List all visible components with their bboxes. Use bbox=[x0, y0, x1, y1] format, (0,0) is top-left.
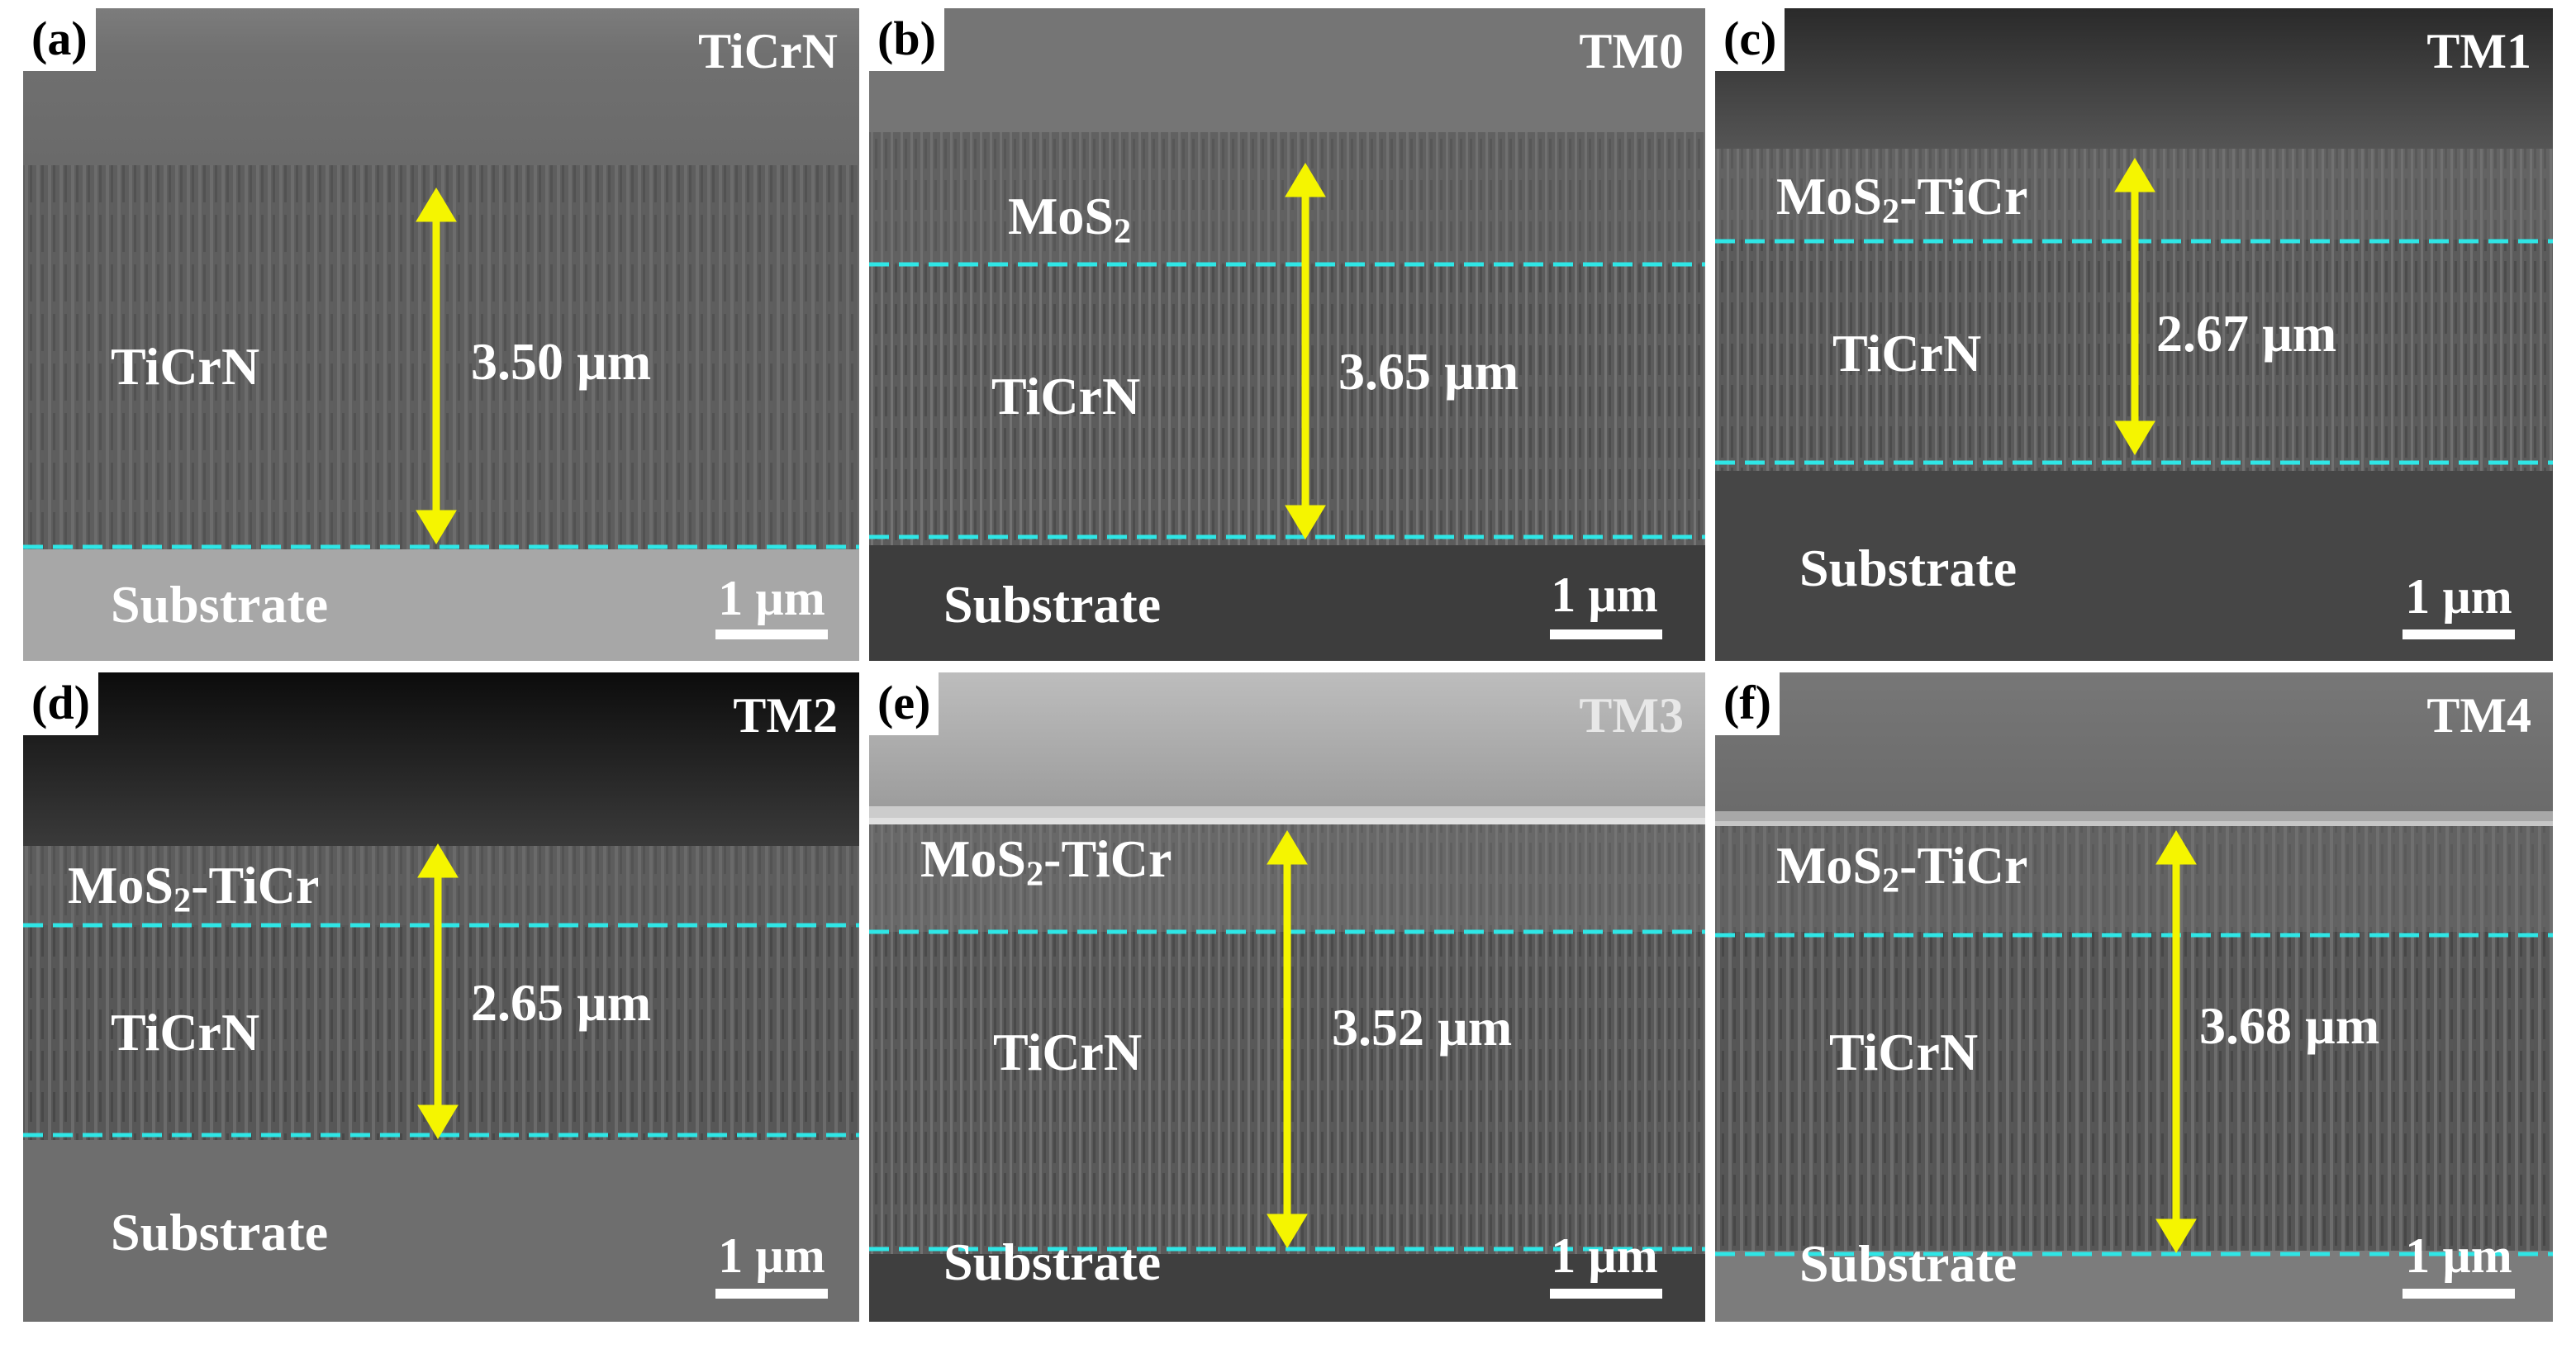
scale-bar bbox=[1550, 1289, 1662, 1299]
thickness-value: 2.67 µm bbox=[2156, 304, 2337, 363]
top-layer-label: MoS2-TiCr bbox=[68, 856, 320, 920]
sample-name: TiCrN bbox=[698, 24, 838, 78]
middle-layer-label: TiCrN bbox=[1829, 1023, 1979, 1081]
panel-a: (a) TiCrN TiCrN 3.50 µm Substrate 1 µm bbox=[23, 8, 859, 661]
middle-layer-label: TiCrN bbox=[111, 1003, 260, 1062]
middle-layer-label: TiCrN bbox=[993, 1023, 1143, 1081]
thickness-arrow bbox=[2114, 158, 2155, 455]
scale-bar-label: 1 µm bbox=[2405, 569, 2512, 624]
sample-name: TM2 bbox=[733, 688, 838, 743]
scale-bar-label: 1 µm bbox=[2405, 1228, 2512, 1283]
panel-f: (f) TM4 MoS2-TiCr TiCrN 3.68 µm Substrat… bbox=[1715, 672, 2553, 1322]
thickness-value: 3.65 µm bbox=[1338, 342, 1519, 401]
thickness-value: 3.50 µm bbox=[471, 332, 652, 391]
sample-name: TM0 bbox=[1579, 24, 1684, 78]
panel-e: (e) TM3 MoS2-TiCr TiCrN 3.52 µm Substrat… bbox=[869, 672, 1705, 1322]
thickness-arrow bbox=[2155, 830, 2197, 1253]
sem-image-f bbox=[1715, 672, 2553, 1322]
substrate-label: Substrate bbox=[111, 575, 329, 634]
middle-layer-label: TiCrN bbox=[991, 367, 1141, 425]
panel-b: (b) TM0 MoS2 TiCrN 3.65 µm Substrate 1 µ… bbox=[869, 8, 1705, 661]
scale-bar-label: 1 µm bbox=[718, 1228, 825, 1283]
sample-name: TM1 bbox=[2426, 24, 2531, 78]
substrate-label: Substrate bbox=[943, 1233, 1162, 1291]
top-layer-label: MoS2-TiCr bbox=[1776, 836, 2028, 900]
substrate-label: Substrate bbox=[1799, 539, 2018, 597]
scale-bar bbox=[1550, 629, 1662, 639]
scale-bar bbox=[715, 629, 828, 639]
thickness-value: 3.68 µm bbox=[2199, 996, 2380, 1055]
top-layer-label: MoS2-TiCr bbox=[920, 829, 1172, 894]
sem-image-e bbox=[869, 672, 1705, 1322]
scale-bar bbox=[715, 1289, 828, 1299]
thickness-arrow bbox=[1267, 830, 1308, 1248]
middle-layer-label: TiCrN bbox=[111, 337, 260, 396]
thickness-arrow bbox=[417, 843, 459, 1139]
sample-name: TM3 bbox=[1579, 688, 1684, 743]
sem-image-a bbox=[23, 8, 859, 661]
sem-image-c bbox=[1715, 8, 2553, 661]
middle-layer-label: TiCrN bbox=[1832, 324, 1982, 382]
thickness-value: 3.52 µm bbox=[1332, 998, 1513, 1057]
panel-c: (c) TM1 MoS2-TiCr TiCrN 2.67 µm Substrat… bbox=[1715, 8, 2553, 661]
substrate-label: Substrate bbox=[111, 1203, 329, 1261]
substrate-label: Substrate bbox=[943, 575, 1162, 634]
substrate-label: Substrate bbox=[1799, 1234, 2018, 1293]
scale-bar-label: 1 µm bbox=[718, 571, 825, 625]
scale-bar-label: 1 µm bbox=[1551, 568, 1658, 622]
scale-bar bbox=[2403, 1289, 2515, 1299]
thickness-arrow bbox=[1285, 163, 1326, 539]
sample-name: TM4 bbox=[2426, 688, 2531, 743]
top-layer-label: MoS2-TiCr bbox=[1776, 167, 2028, 231]
top-layer-label: MoS2 bbox=[1008, 187, 1132, 251]
panel-label: (f) bbox=[1715, 672, 1780, 735]
thickness-value: 2.65 µm bbox=[471, 973, 652, 1032]
panel-label: (d) bbox=[23, 672, 98, 735]
panel-d: (d) TM2 MoS2-TiCr TiCrN 2.65 µm Substrat… bbox=[23, 672, 859, 1322]
panel-label: (b) bbox=[869, 8, 944, 71]
scale-bar-label: 1 µm bbox=[1551, 1228, 1658, 1283]
scale-bar bbox=[2403, 629, 2515, 639]
panel-label: (e) bbox=[869, 672, 939, 735]
panel-label: (a) bbox=[23, 8, 96, 71]
sem-image-b bbox=[869, 8, 1705, 661]
thickness-arrow bbox=[416, 188, 457, 544]
panel-label: (c) bbox=[1715, 8, 1785, 71]
